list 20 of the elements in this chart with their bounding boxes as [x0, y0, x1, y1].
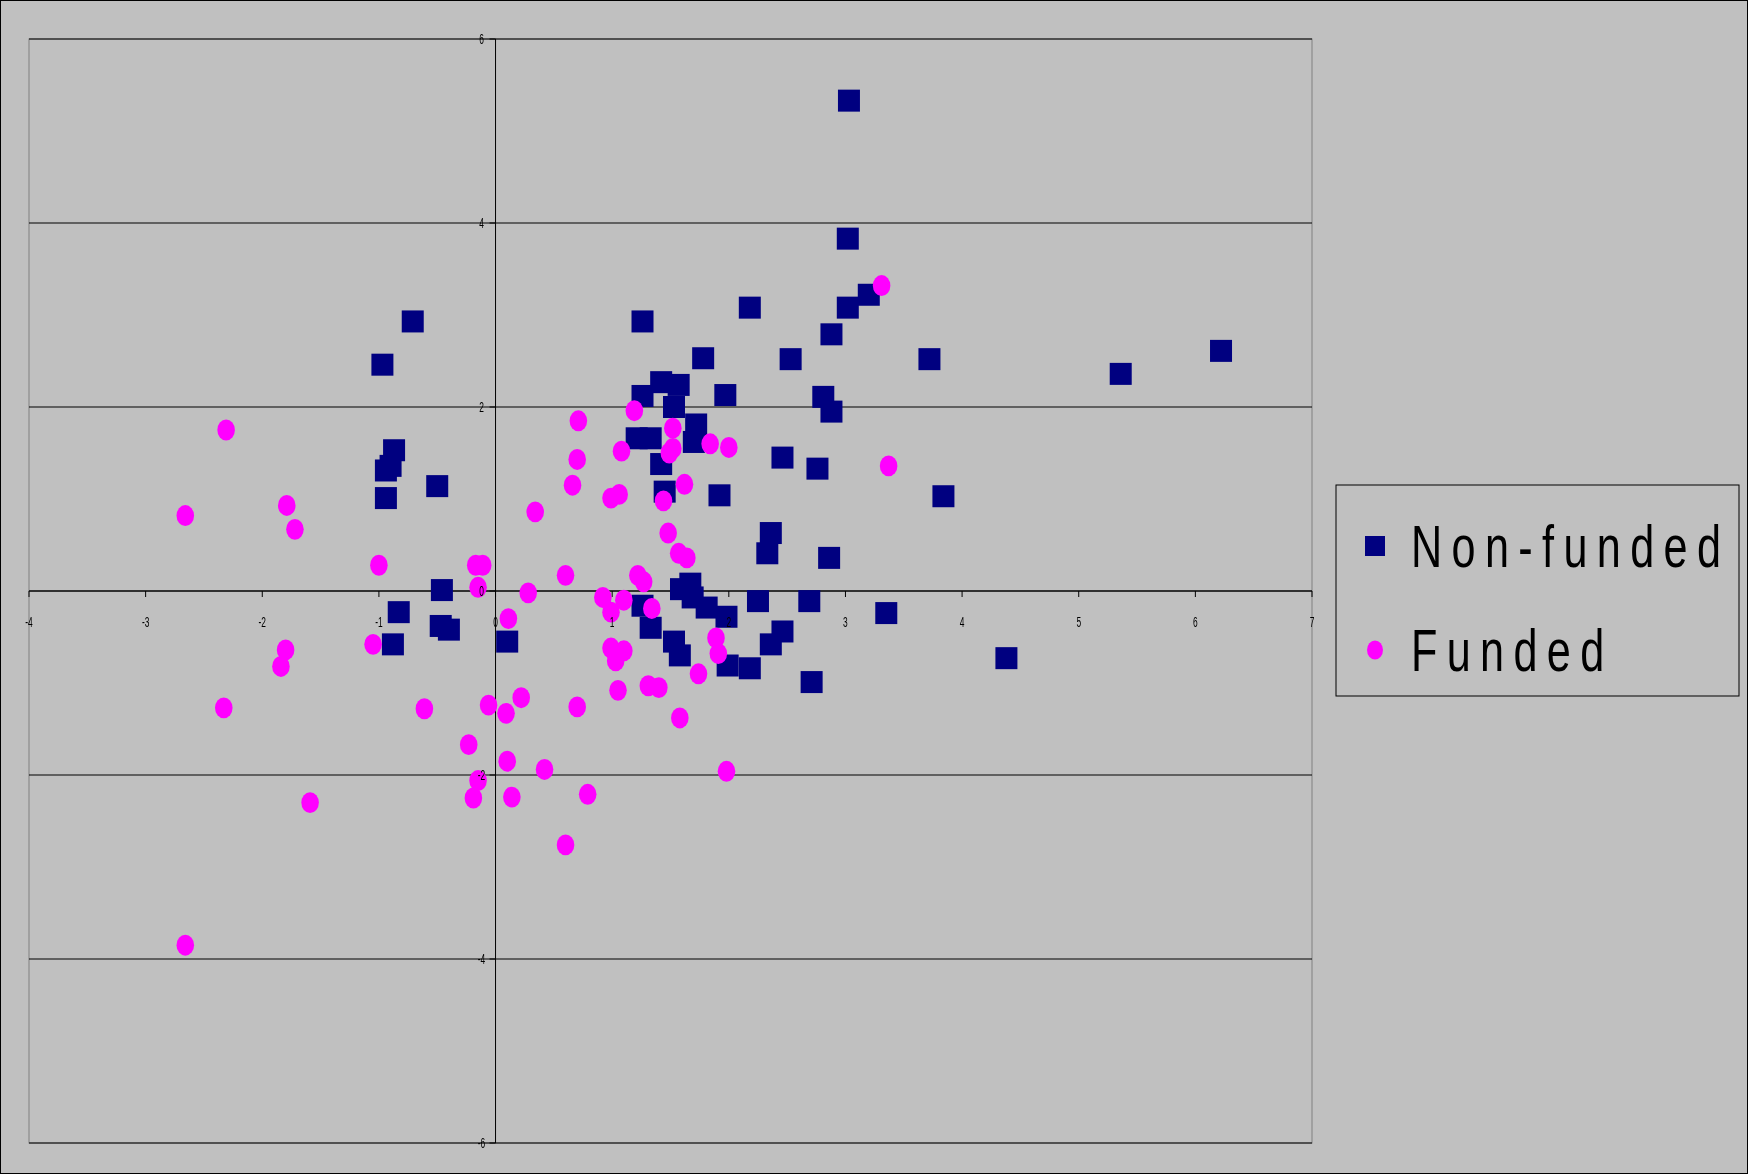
- x-tick-label: 1: [609, 614, 615, 630]
- x-tick-label: 6: [1193, 614, 1198, 630]
- x-tick-label: 2: [726, 614, 732, 630]
- x-tick-label: 5: [1076, 614, 1082, 630]
- x-tick-label: 4: [959, 614, 965, 630]
- y-tick-label: 4: [479, 215, 485, 231]
- y-tick-label: 2: [479, 399, 484, 415]
- x-tick-label: -1: [375, 614, 383, 630]
- y-tick-label: -2: [477, 767, 486, 783]
- y-tick-label: 0: [479, 583, 484, 599]
- x-tick-label: -4: [25, 614, 34, 630]
- y-tick-label: 6: [479, 31, 484, 47]
- y-tick-label: -4: [477, 951, 486, 967]
- x-tick-label: -2: [258, 614, 267, 630]
- legend-label: Non-funded: [1411, 513, 1731, 580]
- x-tick-label: 0: [493, 614, 498, 630]
- x-tick-label: -3: [141, 614, 150, 630]
- x-tick-label: 7: [1309, 614, 1315, 630]
- x-tick-label: 3: [843, 614, 848, 630]
- legend-label: Funded: [1411, 617, 1614, 684]
